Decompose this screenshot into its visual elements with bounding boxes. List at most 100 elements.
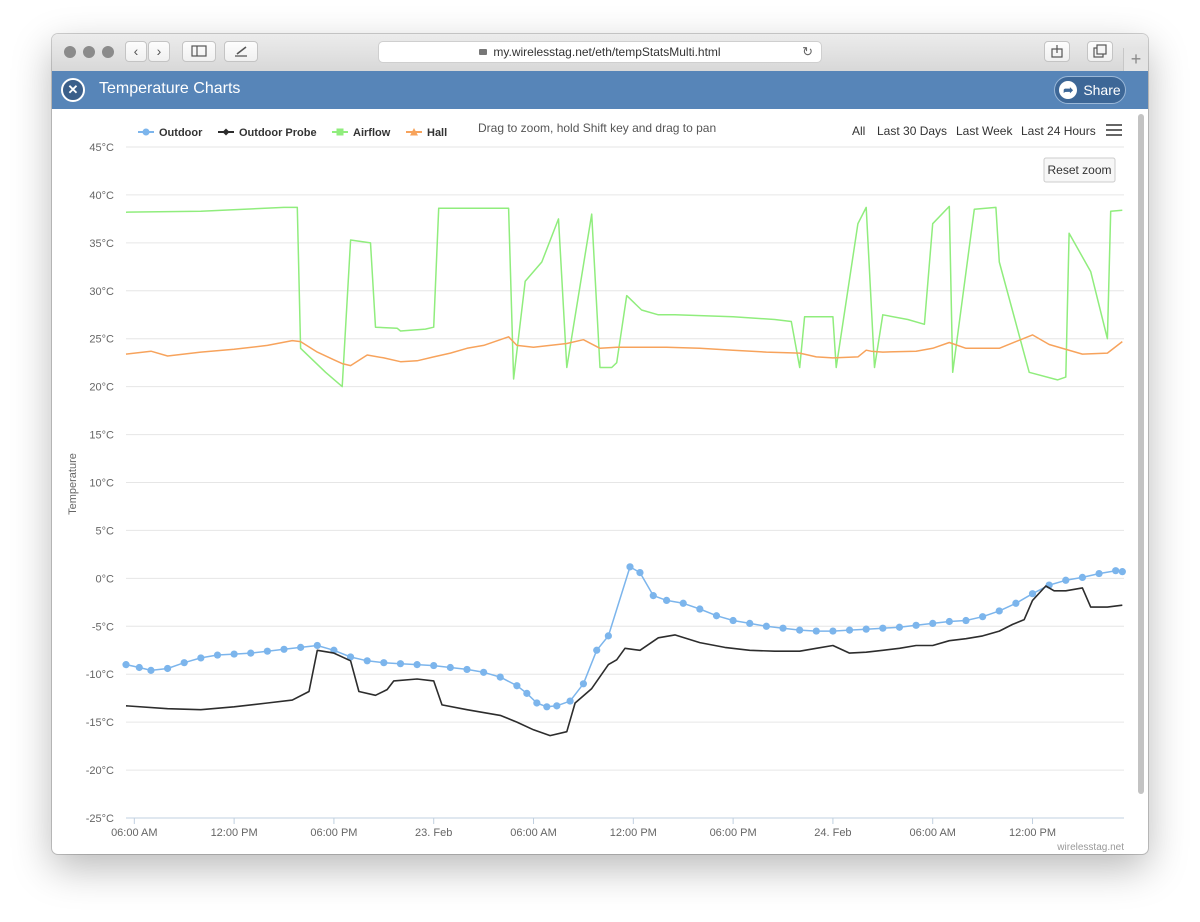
data-point-outdoor[interactable] bbox=[313, 641, 321, 650]
data-point-outdoor[interactable] bbox=[363, 657, 371, 665]
temperature-chart[interactable]: 45°C 40°C 35°C 30°C 25°C 20°C 15°C 10°C 5°C 0°C -5… bbox=[52, 109, 1148, 854]
data-point-outdoor[interactable] bbox=[513, 682, 521, 690]
data-point-outdoor[interactable] bbox=[446, 663, 454, 672]
data-point-outdoor[interactable] bbox=[626, 563, 634, 571]
data-point-outdoor[interactable] bbox=[180, 659, 188, 667]
data-point-outdoor[interactable] bbox=[862, 625, 870, 633]
tabs-overview-button[interactable] bbox=[1087, 41, 1113, 62]
data-point-outdoor[interactable] bbox=[380, 659, 388, 667]
series-line-airflow[interactable] bbox=[125, 205, 1123, 388]
legend-item-outdoor-probe[interactable]: Outdoor Probe bbox=[218, 127, 317, 139]
data-point-outdoor[interactable] bbox=[604, 632, 612, 640]
legend-label: Outdoor bbox=[159, 127, 203, 139]
zoom-window-icon[interactable] bbox=[102, 46, 114, 58]
new-tab-button[interactable]: + bbox=[1123, 48, 1148, 71]
data-point-outdoor[interactable] bbox=[1118, 568, 1126, 576]
y-tick-label: -25°C bbox=[86, 813, 114, 825]
sidebar-toggle-button[interactable] bbox=[182, 41, 216, 62]
data-point-outdoor[interactable] bbox=[679, 599, 687, 607]
data-point-outdoor[interactable] bbox=[962, 616, 970, 625]
data-point-outdoor[interactable] bbox=[263, 647, 271, 655]
data-point-outdoor[interactable] bbox=[413, 661, 421, 669]
data-point-outdoor[interactable] bbox=[135, 663, 143, 672]
data-point-outdoor[interactable] bbox=[280, 645, 288, 653]
data-point-outdoor[interactable] bbox=[879, 624, 887, 632]
range-button[interactable]: Last 30 Days bbox=[877, 124, 947, 138]
data-point-outdoor[interactable] bbox=[729, 616, 737, 625]
data-point-outdoor[interactable] bbox=[122, 661, 130, 669]
data-point-outdoor[interactable] bbox=[1078, 573, 1087, 581]
markup-button[interactable] bbox=[224, 41, 258, 62]
data-point-outdoor[interactable] bbox=[230, 650, 238, 658]
data-point-outdoor[interactable] bbox=[636, 569, 644, 577]
data-point-outdoor[interactable] bbox=[649, 592, 657, 600]
data-point-outdoor[interactable] bbox=[712, 612, 721, 620]
data-point-outdoor[interactable] bbox=[163, 664, 172, 673]
data-point-outdoor[interactable] bbox=[995, 607, 1003, 615]
data-point-outdoor[interactable] bbox=[496, 673, 504, 681]
data-point-outdoor[interactable] bbox=[543, 703, 551, 711]
chart-menu-icon[interactable] bbox=[1106, 124, 1122, 136]
series-line-outdoor-probe[interactable] bbox=[125, 585, 1123, 737]
data-point-outdoor[interactable] bbox=[1112, 567, 1120, 575]
data-point-outdoor[interactable] bbox=[197, 654, 205, 662]
data-point-outdoor[interactable] bbox=[1062, 576, 1070, 584]
legend-item-airflow[interactable]: Airflow bbox=[332, 127, 391, 139]
data-point-outdoor[interactable] bbox=[1095, 569, 1103, 578]
forward-button[interactable]: › bbox=[148, 41, 170, 62]
reset-zoom-button[interactable]: Reset zoom bbox=[1043, 157, 1116, 183]
legend-item-hall[interactable]: Hall bbox=[406, 127, 447, 139]
url-text: my.wirelesstag.net/eth/tempStatsMulti.ht… bbox=[493, 45, 721, 59]
close-chart-button[interactable]: ✕ bbox=[61, 78, 85, 102]
data-point-outdoor[interactable] bbox=[662, 596, 671, 605]
data-point-outdoor[interactable] bbox=[979, 613, 987, 621]
data-point-outdoor[interactable] bbox=[696, 605, 704, 613]
share-button[interactable]: ➦ Share bbox=[1054, 76, 1126, 104]
range-button[interactable]: Last 24 Hours bbox=[1021, 124, 1096, 138]
range-button[interactable]: All bbox=[852, 124, 865, 138]
data-point-outdoor[interactable] bbox=[912, 621, 920, 629]
data-point-outdoor[interactable] bbox=[247, 649, 255, 657]
data-point-outdoor[interactable] bbox=[346, 653, 355, 661]
page-scrollbar[interactable] bbox=[1138, 114, 1144, 794]
close-icon: ✕ bbox=[67, 82, 79, 97]
reload-icon[interactable]: ↻ bbox=[802, 44, 813, 59]
data-point-outdoor[interactable] bbox=[553, 702, 561, 710]
data-point-outdoor[interactable] bbox=[1028, 590, 1037, 598]
chart-credit[interactable]: wirelesstag.net bbox=[1056, 842, 1124, 853]
series-line-hall[interactable] bbox=[125, 334, 1123, 367]
minimize-window-icon[interactable] bbox=[83, 46, 95, 58]
data-point-outdoor[interactable] bbox=[463, 665, 471, 674]
data-point-outdoor[interactable] bbox=[895, 623, 904, 631]
data-point-outdoor[interactable] bbox=[297, 643, 305, 651]
data-point-outdoor[interactable] bbox=[929, 619, 937, 628]
y-tick-label: 45°C bbox=[89, 142, 114, 154]
close-window-icon[interactable] bbox=[64, 46, 76, 58]
address-bar[interactable]: my.wirelesstag.net/eth/tempStatsMulti.ht… bbox=[378, 41, 822, 63]
back-button[interactable]: ‹ bbox=[125, 41, 147, 62]
data-point-outdoor[interactable] bbox=[213, 651, 222, 659]
data-point-outdoor[interactable] bbox=[579, 680, 588, 688]
x-tick-label: 12:00 PM bbox=[211, 827, 258, 839]
data-point-outdoor[interactable] bbox=[396, 660, 405, 668]
data-point-outdoor[interactable] bbox=[1012, 599, 1020, 607]
data-point-outdoor[interactable] bbox=[523, 689, 531, 697]
data-point-outdoor[interactable] bbox=[593, 646, 601, 654]
data-point-outdoor[interactable] bbox=[147, 666, 155, 674]
x-tick-label: 24. Feb bbox=[814, 827, 851, 839]
share-page-button[interactable] bbox=[1044, 41, 1070, 62]
range-button[interactable]: Last Week bbox=[956, 124, 1013, 138]
data-point-outdoor[interactable] bbox=[480, 668, 488, 676]
data-point-outdoor[interactable] bbox=[779, 624, 787, 632]
data-point-outdoor[interactable] bbox=[845, 626, 854, 634]
data-point-outdoor[interactable] bbox=[762, 622, 770, 630]
data-point-outdoor[interactable] bbox=[945, 617, 953, 626]
data-point-outdoor[interactable] bbox=[812, 627, 820, 635]
data-point-outdoor[interactable] bbox=[796, 626, 804, 634]
data-point-outdoor[interactable] bbox=[746, 619, 754, 628]
data-point-outdoor[interactable] bbox=[430, 661, 438, 670]
data-point-outdoor[interactable] bbox=[533, 699, 541, 707]
legend-item-outdoor[interactable]: Outdoor bbox=[138, 127, 203, 139]
data-point-outdoor[interactable] bbox=[829, 627, 837, 635]
data-point-outdoor[interactable] bbox=[566, 697, 574, 705]
